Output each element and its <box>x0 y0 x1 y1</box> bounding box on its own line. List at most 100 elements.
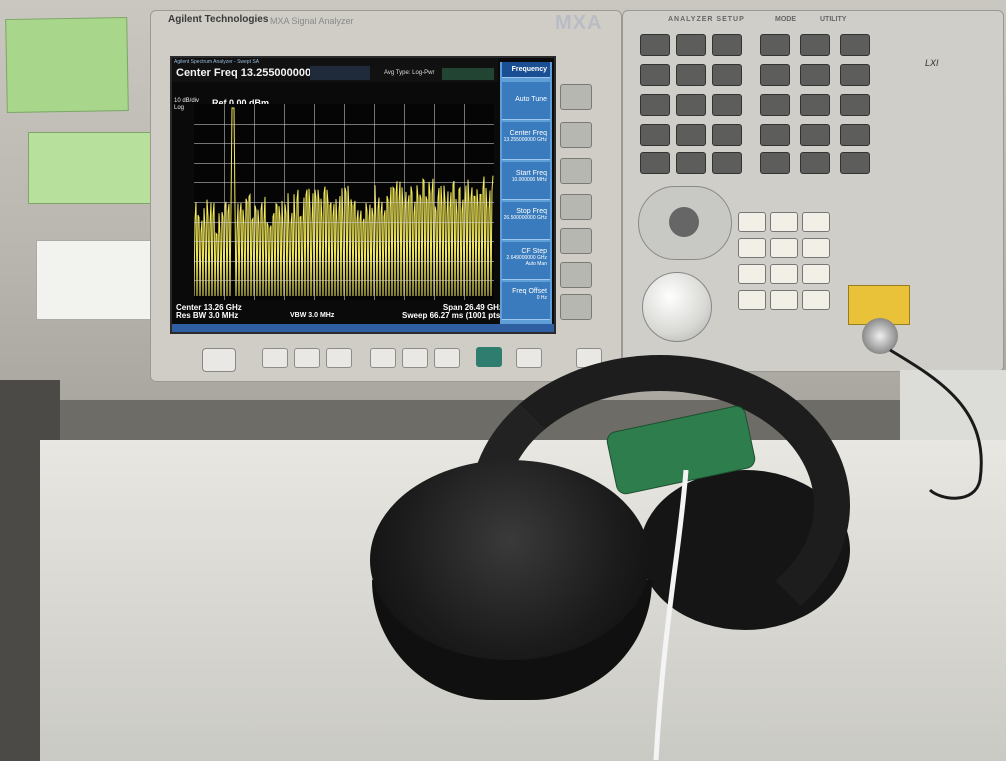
setup-key[interactable] <box>640 64 670 86</box>
softkey-button-4[interactable] <box>560 194 592 220</box>
numeric-key[interactable] <box>802 212 830 232</box>
setup-key[interactable] <box>676 94 706 116</box>
setup-key[interactable] <box>640 34 670 56</box>
softkey-button-1[interactable] <box>560 84 592 110</box>
setup-key[interactable] <box>676 34 706 56</box>
numeric-key[interactable] <box>770 212 798 232</box>
bottom-key[interactable] <box>434 348 460 368</box>
cf-step-label: CF Step <box>521 248 547 255</box>
numeric-key[interactable] <box>770 264 798 284</box>
setup-key[interactable] <box>676 64 706 86</box>
rf-input-warning-label <box>848 285 910 325</box>
rf-input-connector <box>862 318 898 354</box>
numeric-key[interactable] <box>802 290 830 310</box>
spectrum-plot <box>193 104 494 300</box>
numeric-key[interactable] <box>738 238 766 258</box>
softkey-button-3[interactable] <box>560 158 592 184</box>
center-freq-label: Center Freq <box>509 130 547 137</box>
softkey-button-7[interactable] <box>560 294 592 320</box>
start-freq-label: Start Freq <box>515 170 547 177</box>
bottom-key[interactable] <box>294 348 320 368</box>
setup-key[interactable] <box>840 34 870 56</box>
numeric-key[interactable] <box>770 290 798 310</box>
auto-tune-softkey[interactable]: Auto Tune <box>502 82 550 120</box>
setup-key[interactable] <box>760 64 790 86</box>
setup-key[interactable] <box>800 64 830 86</box>
numeric-key[interactable] <box>738 290 766 310</box>
bottom-key[interactable] <box>262 348 288 368</box>
setup-key[interactable] <box>840 152 870 174</box>
model-name: MXA Signal Analyzer <box>270 16 354 26</box>
softkey-button-6[interactable] <box>560 262 592 288</box>
bottom-key[interactable] <box>402 348 428 368</box>
grid-line-v <box>464 104 465 300</box>
start-freq-softkey[interactable]: Start Freq 10.000000 MHz <box>502 162 550 200</box>
numeric-key[interactable] <box>738 264 766 284</box>
setup-key[interactable] <box>840 94 870 116</box>
res-bw-value: Res BW 3.0 MHz <box>176 311 239 320</box>
bottom-key[interactable] <box>516 348 542 368</box>
center-freq-softkey[interactable]: Center Freq 13.255000000 GHz <box>502 122 550 160</box>
setup-key[interactable] <box>800 152 830 174</box>
grid-line-v <box>404 104 405 300</box>
setup-key[interactable] <box>800 94 830 116</box>
softkey-menu: Frequency Auto Tune Center Freq 13.25500… <box>500 62 552 324</box>
setup-key[interactable] <box>712 64 742 86</box>
vbw-readout: VBW 3.0 MHz <box>290 312 335 319</box>
numeric-key[interactable] <box>738 212 766 232</box>
numeric-key[interactable] <box>770 238 798 258</box>
green-key[interactable] <box>476 347 502 367</box>
grid-line-v <box>374 104 375 300</box>
headphone-left-earcup <box>370 460 650 660</box>
usb-cable <box>653 470 689 760</box>
setup-key[interactable] <box>840 124 870 146</box>
rotary-knob[interactable] <box>642 272 712 342</box>
scale-readout: 10 dB/div Log <box>174 98 199 112</box>
setup-key[interactable] <box>712 124 742 146</box>
analyzer-setup-label: ANALYZER SETUP <box>668 16 745 23</box>
enter-key[interactable] <box>669 207 699 237</box>
rf-cable <box>889 348 983 500</box>
lxi-logo: LXI <box>925 58 939 68</box>
softkey-button-5[interactable] <box>560 228 592 254</box>
cf-step-auto: Auto <box>525 261 536 267</box>
setup-key[interactable] <box>760 152 790 174</box>
grid-line-h <box>194 241 494 243</box>
span-value: Span 26.49 GHz <box>442 303 503 312</box>
setup-key[interactable] <box>712 34 742 56</box>
trace-status-box <box>442 68 494 80</box>
softkey-button-2[interactable] <box>560 122 592 148</box>
freq-offset-softkey[interactable]: Freq Offset 0 Hz <box>502 282 550 320</box>
numeric-key[interactable] <box>802 238 830 258</box>
stop-freq-softkey[interactable]: Stop Freq 26.500000000 GHz <box>502 202 550 240</box>
utility-label: UTILITY <box>820 16 847 23</box>
spectrum-trace-svg <box>193 107 494 297</box>
setup-key[interactable] <box>760 94 790 116</box>
grid-line-v <box>344 104 345 300</box>
numeric-key[interactable] <box>802 264 830 284</box>
bottom-key[interactable] <box>370 348 396 368</box>
input-info-box <box>310 66 370 80</box>
setup-key[interactable] <box>640 152 670 174</box>
cf-step-value: 2.649000000 GHz <box>506 255 547 261</box>
stop-freq-label: Stop Freq <box>516 208 547 215</box>
setup-key[interactable] <box>640 94 670 116</box>
setup-key[interactable] <box>840 64 870 86</box>
setup-key[interactable] <box>676 124 706 146</box>
analyzer-display: Agilent Spectrum Analyzer - Swept SA Cen… <box>170 56 556 334</box>
avg-type-readout: Avg Type: Log-Pwr <box>384 70 435 76</box>
power-button[interactable] <box>202 348 236 372</box>
setup-key[interactable] <box>760 34 790 56</box>
status-bar <box>172 324 554 332</box>
setup-key[interactable] <box>640 124 670 146</box>
center-value: Center 13.26 GHz <box>176 303 242 312</box>
setup-key[interactable] <box>800 34 830 56</box>
setup-key[interactable] <box>712 152 742 174</box>
setup-key[interactable] <box>712 94 742 116</box>
cf-step-softkey[interactable]: CF Step 2.649000000 GHz Auto Man <box>502 242 550 280</box>
setup-key[interactable] <box>676 152 706 174</box>
setup-key[interactable] <box>760 124 790 146</box>
mode-label: MODE <box>775 16 796 23</box>
bottom-key[interactable] <box>326 348 352 368</box>
setup-key[interactable] <box>800 124 830 146</box>
